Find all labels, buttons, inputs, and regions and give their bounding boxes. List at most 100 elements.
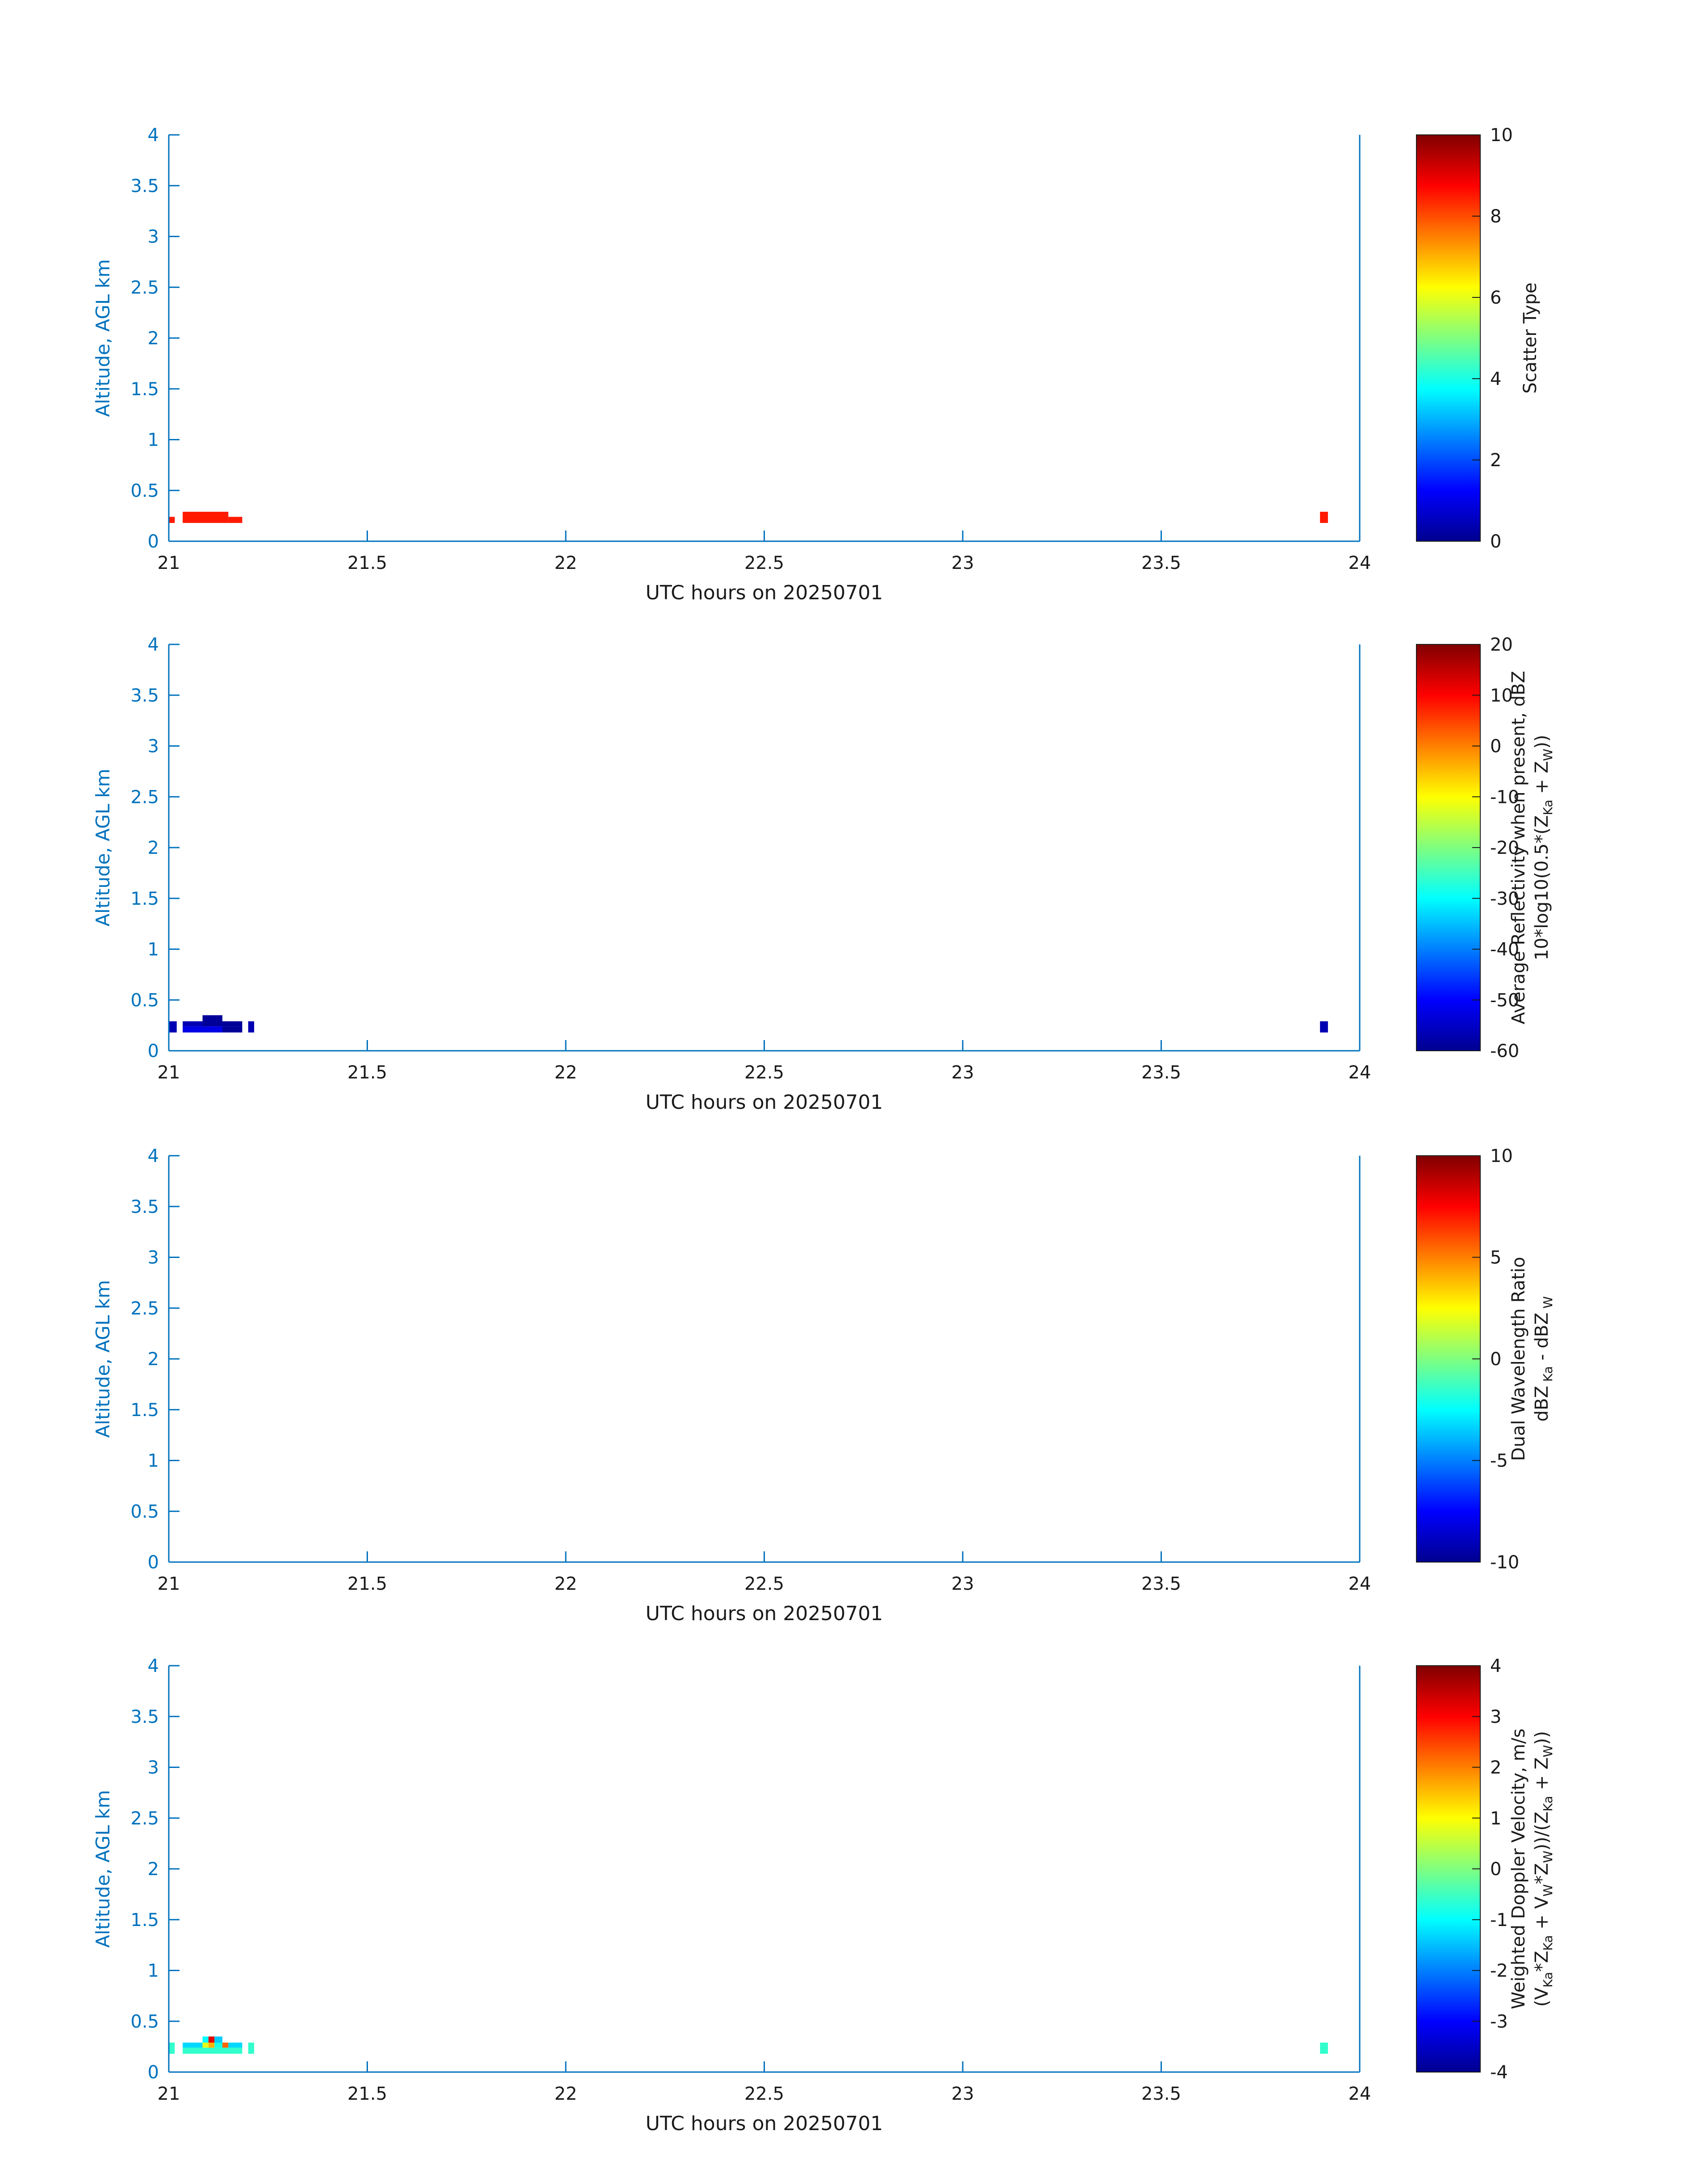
heatmap-cell — [202, 2043, 209, 2048]
colorbar-label-line-segment: (V — [1532, 1987, 1552, 2007]
colorbar-tick-label: -20 — [1490, 838, 1519, 858]
colorbar-tick-label: -4 — [1490, 2062, 1508, 2083]
y-tick-label: 0 — [148, 2062, 159, 2083]
colorbar-tick-label: -1 — [1490, 1910, 1508, 1930]
colorbar: -10 -5 0 5 10 Dual Wavelength Ratio dBZ Ka - d… — [1416, 1146, 1555, 1573]
heatmap-cell — [228, 517, 242, 523]
colorbar-tick-label: -50 — [1490, 990, 1519, 1011]
colorbar-tick-label: 0 — [1490, 1859, 1501, 1880]
colorbar-label-line: dBZ Ka - dBZ W — [1532, 1296, 1555, 1422]
x-tick-label: 23 — [952, 553, 974, 573]
colorbar-label-line-segment: Ka — [1541, 1366, 1555, 1386]
colorbar: -60 -50 -40 -30 -20 -10 0 10 20 Average Reflectiv… — [1416, 635, 1555, 1061]
y-tick-label: 1.5 — [130, 1910, 159, 1930]
x-tick-label: 23 — [952, 2084, 974, 2104]
heatmap-cell — [169, 517, 175, 523]
x-tick-label: 24 — [1349, 1062, 1371, 1083]
x-tick-label: 23.5 — [1141, 1062, 1181, 1083]
x-tick-label: 21.5 — [347, 1062, 387, 1083]
x-axis-label: UTC hours on 20250701 — [646, 1091, 883, 1114]
y-tick-label: 1 — [148, 1961, 159, 1981]
colorbar-label-line-segment: + Z — [1532, 761, 1552, 799]
x-tick-label: 23 — [952, 1062, 974, 1083]
colorbar-label-line-segment: W — [1541, 1884, 1555, 1897]
x-tick-label: 24 — [1349, 553, 1371, 573]
heatmap-cell — [183, 1026, 223, 1033]
x-tick-label: 22 — [555, 1062, 577, 1083]
colorbar-tick-label: 4 — [1490, 369, 1501, 389]
colorbar-label-line: (VKa*ZKa + VW*ZW))/(ZKa + ZW)) — [1532, 1731, 1555, 2007]
y-tick-label: 3 — [148, 227, 159, 247]
x-tick-label: 21 — [158, 2084, 180, 2104]
y-tick-label: 2 — [148, 1859, 159, 1880]
y-tick-label: 0 — [148, 1041, 159, 1061]
y-tick-label: 0 — [148, 1552, 159, 1573]
y-tick-label: 3.5 — [130, 1707, 159, 1727]
colorbar-label-line: 10*log10(0.5*(ZKa + ZW)) — [1532, 735, 1555, 960]
y-tick-label: 2.5 — [130, 1808, 159, 1829]
colorbar-tick-label: 10 — [1490, 125, 1513, 146]
y-tick-label: 3.5 — [130, 176, 159, 196]
colorbar-tick-label: 0 — [1490, 736, 1501, 757]
colorbar-label-line-segment: 10*log10(0.5*(Z — [1532, 815, 1552, 961]
y-tick-label: 3 — [148, 736, 159, 757]
x-tick-label: 23 — [952, 1574, 974, 1594]
colorbar-label-line-segment: )) — [1532, 1731, 1552, 1745]
x-tick-label: 23.5 — [1141, 2084, 1181, 2104]
x-tick-label: 22.5 — [744, 1574, 784, 1594]
heatmap-cell — [208, 2043, 215, 2048]
heatmap-cell — [248, 1021, 255, 1033]
x-axis-label: UTC hours on 20250701 — [646, 2112, 883, 2135]
colorbar-label-line-segment: *Z — [1532, 1951, 1552, 1972]
heatmap-cell — [1320, 1021, 1328, 1033]
colorbar-label-line: Scatter Type — [1520, 283, 1541, 394]
colorbar-tick-label: -40 — [1490, 940, 1519, 960]
colorbar-tick-label: 3 — [1490, 1707, 1501, 1727]
y-tick-label: 0.5 — [130, 990, 159, 1011]
colorbar-label-line-segment: W — [1541, 749, 1555, 761]
y-tick-label: 1.5 — [130, 889, 159, 909]
colorbar-label-line-segment: - dBZ — [1532, 1312, 1552, 1366]
heatmap-cell — [214, 2043, 223, 2048]
colorbar-gradient — [1416, 1155, 1481, 1563]
colorbar-label-line-segment: W — [1541, 1745, 1555, 1757]
colorbar-label-line-segment: Dual Wavelength Ratio — [1508, 1257, 1529, 1461]
colorbar-label: Scatter Type — [1520, 283, 1541, 394]
x-tick-label: 24 — [1349, 2084, 1371, 2104]
colorbar: 0 2 4 6 8 10 Scatter Type — [1416, 125, 1541, 552]
colorbar-label-line: Weighted Doppler Velocity, m/s — [1508, 1729, 1529, 2010]
colorbar-gradient — [1416, 1665, 1481, 2073]
colorbar-tick-label: 1 — [1490, 1808, 1501, 1829]
heatmap-cell — [222, 2043, 229, 2048]
colorbar-gradient — [1416, 644, 1481, 1051]
y-tick-label: 3.5 — [130, 685, 159, 706]
heatmap-cell — [183, 2043, 203, 2048]
y-tick-label: 0 — [148, 531, 159, 552]
y-tick-label: 2 — [148, 838, 159, 858]
colorbar-label-line-segment: + Z — [1532, 1757, 1552, 1796]
colorbar-tick-label: 5 — [1490, 1248, 1501, 1268]
x-tick-label: 23.5 — [1141, 553, 1181, 573]
colorbar-tick-label: -2 — [1490, 1961, 1508, 1981]
x-tick-label: 21.5 — [347, 1574, 387, 1594]
colorbar-label-line-segment: )) — [1532, 735, 1552, 748]
colorbar-label-line-segment: Ka — [1541, 800, 1555, 815]
colorbar-tick-label: 10 — [1490, 685, 1513, 706]
colorbar-tick-label: 0 — [1490, 1349, 1501, 1370]
colorbar-tick-label: 20 — [1490, 635, 1513, 655]
x-tick-label: 22 — [555, 553, 577, 573]
y-tick-label: 1 — [148, 940, 159, 960]
x-tick-label: 23.5 — [1141, 1574, 1181, 1594]
y-tick-label: 0.5 — [130, 1501, 159, 1522]
colorbar-label-line-segment: W — [1541, 1296, 1555, 1313]
colorbar-tick-label: 2 — [1490, 1758, 1501, 1778]
colorbar-label-line-segment: Average Reflectivity when present, dBZ — [1508, 671, 1529, 1024]
x-tick-label: 21.5 — [347, 553, 387, 573]
x-tick-label: 24 — [1349, 1574, 1371, 1594]
x-tick-label: 22.5 — [744, 2084, 784, 2104]
heatmap-cell — [1320, 512, 1328, 523]
x-tick-label: 21.5 — [347, 2084, 387, 2104]
